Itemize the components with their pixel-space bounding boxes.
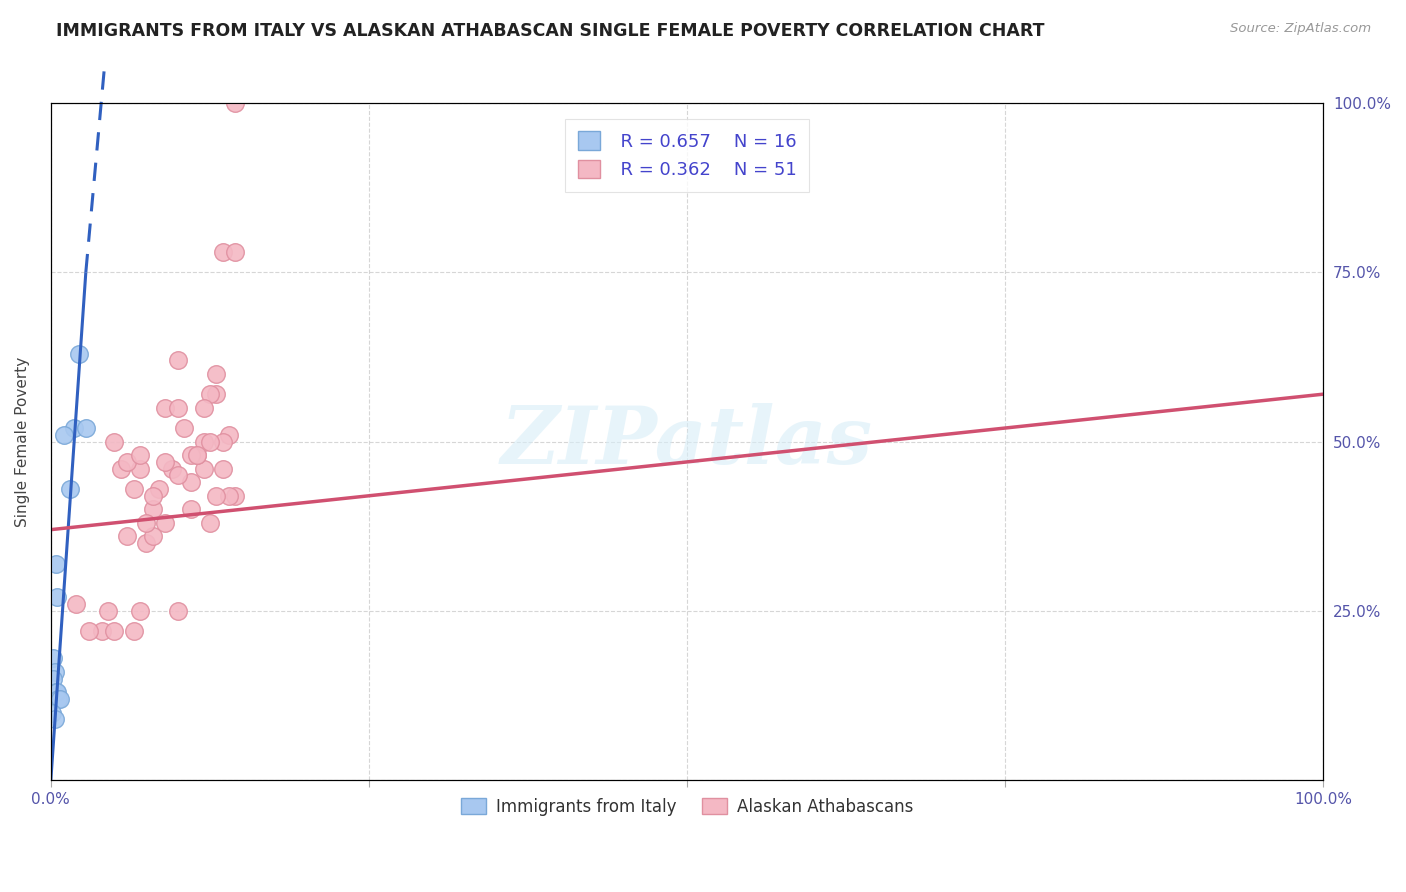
Point [52, 427, 75, 442]
Point [180, 502, 202, 516]
Point [211, 244, 233, 259]
Point [180, 475, 202, 490]
Point [173, 421, 195, 435]
Point [193, 461, 215, 475]
Text: IMMIGRANTS FROM ITALY VS ALASKAN ATHABASCAN SINGLE FEMALE POVERTY CORRELATION CH: IMMIGRANTS FROM ITALY VS ALASKAN ATHABAS… [56, 22, 1045, 40]
Point [142, 489, 165, 503]
Point [129, 461, 152, 475]
Point [90, 624, 112, 639]
Point [135, 536, 157, 550]
Point [155, 401, 177, 415]
Point [193, 434, 215, 449]
Point [198, 387, 221, 401]
Point [115, 455, 138, 469]
Point [42, 672, 65, 686]
Point [180, 448, 202, 462]
Point [97, 604, 120, 618]
Point [167, 401, 190, 415]
Point [45, 557, 67, 571]
Point [41, 706, 63, 720]
Point [205, 489, 228, 503]
Point [211, 434, 233, 449]
Legend: Immigrants from Italy, Alaskan Athabascans: Immigrants from Italy, Alaskan Athabasca… [454, 791, 920, 822]
Point [205, 387, 228, 401]
Point [160, 461, 183, 475]
Y-axis label: Single Female Poverty: Single Female Poverty [15, 357, 30, 526]
Point [167, 468, 190, 483]
Point [59, 482, 82, 496]
Point [122, 482, 145, 496]
Point [186, 448, 208, 462]
Text: ZIPatlas: ZIPatlas [501, 403, 873, 480]
Point [198, 434, 221, 449]
Point [198, 516, 221, 530]
Text: Source: ZipAtlas.com: Source: ZipAtlas.com [1230, 22, 1371, 36]
Point [103, 624, 125, 639]
Point [129, 604, 152, 618]
Point [218, 427, 240, 442]
Point [65, 597, 87, 611]
Point [142, 502, 165, 516]
Point [193, 401, 215, 415]
Point [44, 665, 66, 679]
Point [67, 346, 90, 360]
Point [48, 692, 70, 706]
Point [167, 604, 190, 618]
Point [205, 367, 228, 381]
Point [110, 461, 132, 475]
Point [167, 353, 190, 368]
Point [46, 591, 69, 605]
Point [155, 516, 177, 530]
Point [77, 624, 100, 639]
Point [45, 685, 67, 699]
Point [186, 448, 208, 462]
Point [75, 421, 97, 435]
Point [46, 685, 69, 699]
Point [62, 421, 84, 435]
Point [44, 712, 66, 726]
Point [122, 624, 145, 639]
Point [148, 482, 170, 496]
Point [224, 489, 246, 503]
Point [48, 692, 70, 706]
Point [224, 244, 246, 259]
Point [218, 489, 240, 503]
Point [115, 529, 138, 543]
Point [142, 529, 165, 543]
Point [155, 455, 177, 469]
Point [224, 95, 246, 110]
Point [103, 434, 125, 449]
Point [135, 516, 157, 530]
Point [42, 651, 65, 665]
Point [129, 448, 152, 462]
Point [211, 461, 233, 475]
